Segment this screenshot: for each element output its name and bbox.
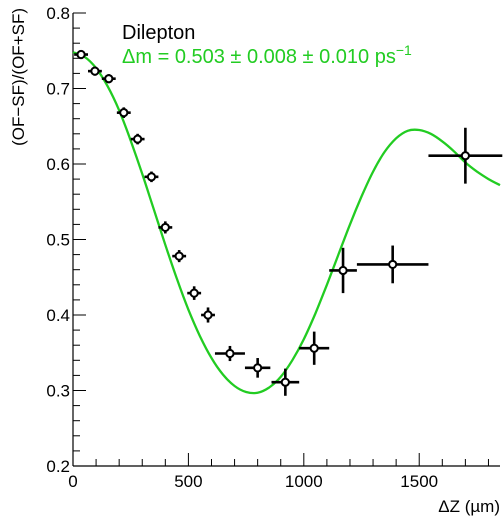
fit-label-text: Δm = 0.503 ± 0.008 ± 0.010 ps [122,46,396,68]
x-tick-label: 1500 [400,472,438,491]
data-marker [90,66,100,76]
data-marker [253,363,263,373]
y-axis-title: (OF−SF)/(OF+SF) [9,8,28,146]
y-tick-label: 0.8 [46,4,70,23]
y-tick-label: 0.2 [46,457,70,476]
data-point [271,368,300,396]
data-point [244,358,271,378]
data-point [88,66,102,76]
data-point [130,133,145,145]
data-point [158,221,173,234]
data-point [201,307,215,323]
data-point [172,250,187,263]
data-marker [189,288,199,298]
data-marker [338,265,348,276]
data-point [187,286,202,300]
data-marker [174,251,184,261]
data-point [299,331,330,365]
x-tick-label: 1000 [285,472,323,491]
plot-frame [72,13,500,467]
data-marker [76,49,86,60]
data-point [356,245,429,284]
x-tick-label: 500 [174,472,202,491]
data-marker [280,377,290,387]
data-point [214,345,245,362]
fit-curve [72,51,501,395]
y-tick-label: 0.6 [46,155,70,174]
data-marker [104,74,114,84]
data-marker [119,108,129,118]
data-marker [460,151,470,161]
chart-title: Dilepton [122,22,195,44]
y-tick-label: 0.5 [46,231,70,250]
y-tick-label: 0.4 [46,306,70,325]
data-marker [160,222,170,233]
data-marker [388,259,398,270]
y-tick-label: 0.7 [46,80,70,99]
data-points [74,49,503,396]
fit-label-exponent: −1 [396,42,412,58]
data-marker [133,134,143,144]
x-axis-title: ΔZ (µm) [438,497,500,516]
data-point [101,74,116,84]
data-marker [203,310,213,320]
x-tick-label: 0 [68,472,77,491]
axis-ticks [72,12,489,467]
data-point [428,127,503,184]
x-tick-labels: 0 500 1000 1500 [68,472,438,491]
data-point [144,171,159,183]
y-tick-label: 0.3 [46,382,70,401]
y-tick-labels: 0.2 0.3 0.4 0.5 0.6 0.7 0.8 [46,4,70,476]
data-marker [309,343,319,353]
data-point [116,107,131,118]
fit-label: Δm = 0.503 ± 0.008 ± 0.010 ps−1 [122,42,412,68]
data-point [329,247,357,294]
data-marker [146,172,157,182]
data-marker [225,348,235,359]
data-point [74,49,89,60]
